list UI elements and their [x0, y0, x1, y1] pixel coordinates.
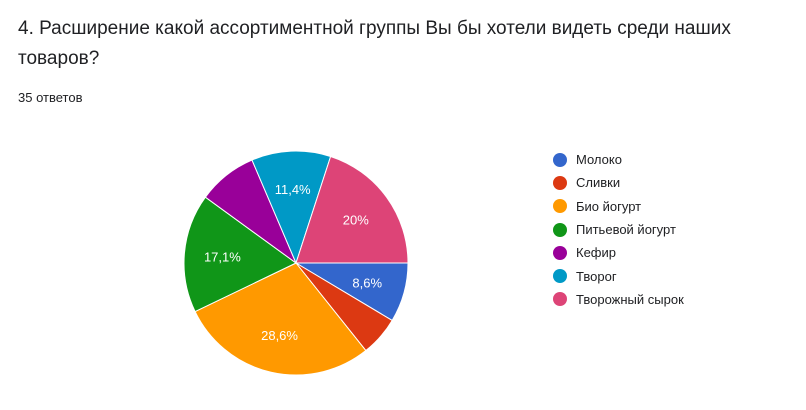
slice-percent-label: 17,1% [204, 249, 241, 264]
legend-label: Творог [576, 268, 617, 284]
pie-slice-4[interactable] [183, 196, 297, 313]
legend-item[interactable]: Питьевой йогурт [553, 218, 684, 241]
slice-percent-label: 8,6% [352, 276, 382, 291]
legend-label: Молоко [576, 152, 622, 168]
chart-legend: Молоко Сливки Био йогурт Питьевой йогурт Кеф… [553, 148, 684, 311]
question-title: 4. Расширение какой ассортиментной групп… [18, 18, 731, 69]
legend-swatch [553, 245, 567, 260]
legend-item[interactable]: Творожный сырок [553, 288, 684, 311]
legend-item[interactable]: Молоко [553, 148, 684, 171]
legend-item[interactable]: Сливки [553, 171, 684, 194]
legend-label: Кефир [576, 245, 616, 261]
legend-label: Био йогурт [576, 198, 642, 214]
response-count: 35 ответов [18, 90, 83, 105]
legend-item[interactable]: Творог [553, 264, 684, 287]
legend-label: Сливки [576, 175, 621, 191]
slice-percent-label: 11,4% [275, 182, 311, 197]
pie-slice-3[interactable] [194, 262, 367, 376]
legend-swatch [553, 222, 567, 237]
legend-label: Творожный сырок [576, 291, 684, 307]
legend-item[interactable]: Кефир [553, 241, 684, 264]
legend-item[interactable]: Био йогурт [553, 195, 684, 218]
pie-slice-7[interactable] [295, 155, 409, 264]
slice-percent-label: 20% [343, 213, 369, 228]
legend-label: Питьевой йогурт [576, 222, 676, 238]
slice-percent-label: 28,6% [261, 328, 298, 343]
pie-slice-6[interactable] [251, 150, 332, 265]
legend-swatch [553, 269, 567, 284]
legend-swatch [553, 152, 567, 167]
legend-swatch [553, 199, 567, 214]
legend-swatch [553, 175, 567, 190]
legend-swatch [553, 292, 567, 307]
